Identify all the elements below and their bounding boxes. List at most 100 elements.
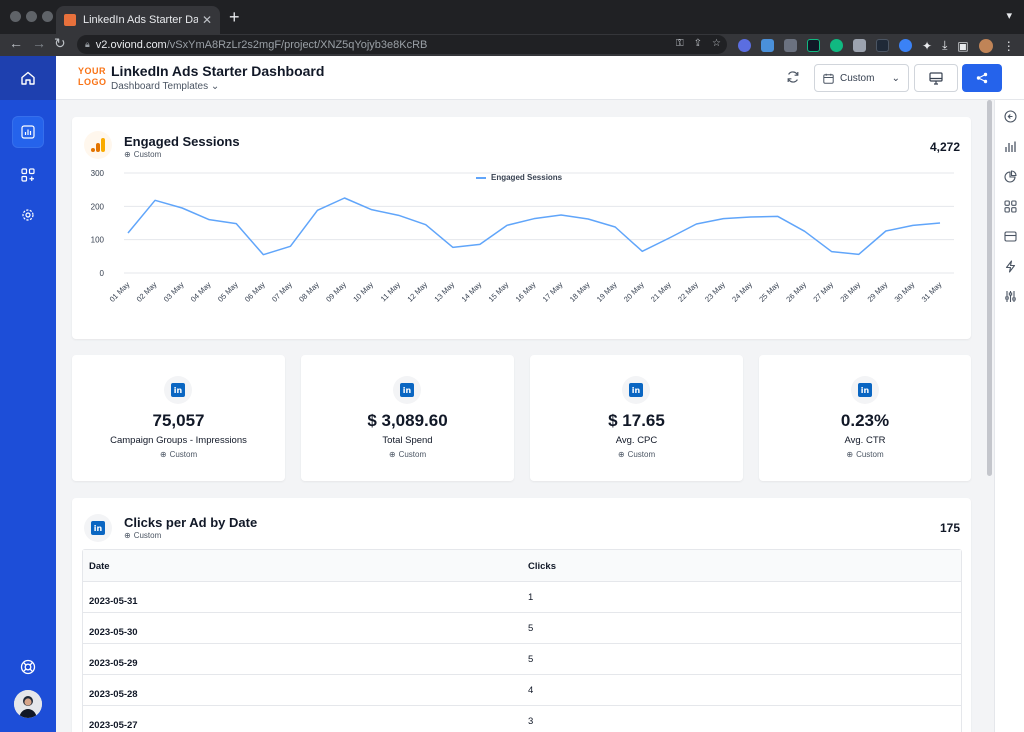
x-tick-label: 07 May [270, 280, 294, 304]
content-scrollbar[interactable] [987, 100, 992, 476]
new-tab-icon[interactable]: + [229, 7, 240, 27]
kpi-label: Total Spend [382, 435, 433, 446]
page-title: LinkedIn Ads Starter Dashboard [111, 63, 325, 79]
kpi-subtitle: ⊕ Custom [301, 450, 514, 459]
chevron-down-icon: ⌄ [210, 81, 220, 92]
date-range-select[interactable]: Custom ⌄ [814, 64, 909, 92]
clicks-by-date-card: in Clicks per Ad by Date ⊕ Custom 175 Da… [72, 498, 971, 732]
extension-icon[interactable] [784, 39, 797, 52]
chart-legend-item[interactable]: Engaged Sessions [476, 173, 562, 182]
linkedin-source: in [164, 376, 192, 404]
date-cell: 2023-05-31 [89, 596, 138, 607]
extension-icon[interactable] [761, 39, 774, 52]
template-dropdown[interactable]: Dashboard Templates ⌄ [111, 81, 219, 92]
x-tick-label: 18 May [568, 280, 592, 304]
extension-icon[interactable] [807, 39, 820, 52]
engaged-sessions-range: Custom [133, 150, 162, 159]
forward-arrow-icon[interactable]: → [32, 35, 46, 51]
pie-chart-icon [1003, 169, 1017, 183]
column-header-clicks[interactable]: Clicks [528, 561, 556, 572]
clicks-card-subtitle: ⊕ Custom [124, 531, 161, 540]
home-button[interactable] [0, 56, 56, 100]
site-info-icon[interactable]: 🔒︎ [85, 39, 90, 49]
x-tick-label: 14 May [460, 280, 484, 304]
extension-icon[interactable] [899, 39, 912, 52]
globe-icon: ⊕ [846, 450, 854, 459]
back-arrow-icon[interactable]: ← [9, 35, 23, 51]
extension-icon[interactable] [738, 39, 751, 52]
logo-line-2: LOGO [78, 77, 107, 87]
share-button[interactable] [962, 64, 1002, 92]
kpi-range: Custom [398, 450, 427, 459]
table-icon [1003, 230, 1017, 242]
brand-logo: YOUR LOGO [78, 66, 107, 88]
engaged-sessions-title: Engaged Sessions [124, 134, 240, 149]
user-avatar[interactable] [14, 690, 42, 718]
column-header-date[interactable]: Date [89, 561, 110, 572]
x-tick-label: 28 May [838, 280, 862, 304]
clicks-total: 175 [939, 521, 960, 535]
key-icon[interactable]: ⚿ [676, 38, 684, 49]
present-button[interactable] [914, 64, 958, 92]
kpi-value: 75,057 [152, 411, 205, 430]
tab-search-chevron-icon[interactable]: ▾ [1006, 10, 1012, 22]
nav-widgets-button[interactable] [12, 159, 44, 191]
kebab-menu-icon[interactable]: ⋮ [1002, 38, 1015, 53]
add-table-button[interactable] [1002, 228, 1018, 244]
zoom-window-dot[interactable] [42, 11, 53, 22]
side-panel-icon[interactable]: ▣ [957, 38, 969, 53]
grammarly-icon[interactable] [830, 39, 843, 52]
engaged-sessions-card: Engaged Sessions ⊕ Custom 4,272 0 100 200 3… [72, 117, 971, 339]
table-row: 2023-05-27 3 [83, 705, 961, 732]
minimize-window-dot[interactable] [26, 11, 37, 22]
tab-favicon-icon [64, 14, 76, 26]
extension-icon[interactable] [853, 39, 866, 52]
y-tick-label: 0 [100, 269, 105, 278]
lifebuoy-icon [20, 659, 36, 675]
x-tick-label: 21 May [649, 280, 673, 304]
x-tick-label: 15 May [487, 280, 511, 304]
browser-tab[interactable]: LinkedIn Ads Starter Dashboard ✕ [56, 6, 220, 34]
clicks-card-title: Clicks per Ad by Date [124, 515, 258, 530]
filters-button[interactable] [1002, 288, 1018, 304]
y-tick-label: 100 [91, 236, 105, 245]
share-page-icon[interactable]: ⇪ [693, 38, 703, 49]
puzzle-extensions-icon[interactable]: ✦ [922, 38, 933, 53]
chevron-down-icon: ⌄ [891, 72, 900, 84]
kpi-card-spend: in $ 3,089.60 Total Spend ⊕ Custom [301, 355, 514, 481]
profile-avatar[interactable] [978, 38, 993, 53]
x-tick-label: 16 May [514, 280, 538, 304]
x-tick-label: 20 May [622, 280, 646, 304]
x-tick-label: 01 May [108, 280, 132, 304]
address-bar[interactable]: 🔒︎ v2.oviond.com /vSxYmA8RzLr2s2mgF/proj… [77, 35, 727, 54]
bookmark-star-icon[interactable]: ☆ [712, 38, 721, 49]
add-widget-grid-button[interactable] [1002, 198, 1018, 214]
browser-titlebar: LinkedIn Ads Starter Dashboard ✕ + ▾ [0, 0, 1024, 34]
refresh-button[interactable] [786, 70, 800, 89]
dashboard-header: YOUR LOGO LinkedIn Ads Starter Dashboard… [56, 56, 1024, 100]
kpi-card-ctr: in 0.23% Avg. CTR ⊕ Custom [759, 355, 971, 481]
tab-title: LinkedIn Ads Starter Dashboard [83, 14, 198, 26]
x-tick-label: 08 May [297, 280, 321, 304]
x-tick-label: 19 May [595, 280, 619, 304]
x-tick-label: 06 May [243, 280, 267, 304]
x-tick-label: 29 May [866, 280, 890, 304]
bar-chart-icon [1004, 141, 1016, 152]
kpi-subtitle: ⊕ Custom [530, 450, 743, 459]
y-tick-label: 200 [91, 202, 105, 211]
close-window-dot[interactable] [10, 11, 21, 22]
reload-icon[interactable]: ↻ [54, 35, 66, 51]
collapse-panel-button[interactable] [1002, 108, 1018, 124]
add-chart-button[interactable] [1002, 138, 1018, 154]
automation-button[interactable] [1002, 258, 1018, 274]
browser-toolbar: ← → ↻ 🔒︎ v2.oviond.com /vSxYmA8RzLr2s2mg… [0, 34, 1024, 56]
extension-icon[interactable] [876, 39, 889, 52]
help-button[interactable] [12, 651, 44, 683]
nav-settings-button[interactable] [12, 199, 44, 231]
engaged-sessions-chart: 0 100 200 300 01 May 02 May 03 May 04 May 05 May… [91, 169, 954, 304]
nav-reports-button[interactable] [12, 116, 44, 148]
kpi-label: Avg. CPC [615, 435, 658, 446]
add-pie-button[interactable] [1002, 168, 1018, 184]
tab-close-icon[interactable]: ✕ [201, 13, 212, 27]
download-icon[interactable]: ⤓ [942, 38, 948, 52]
